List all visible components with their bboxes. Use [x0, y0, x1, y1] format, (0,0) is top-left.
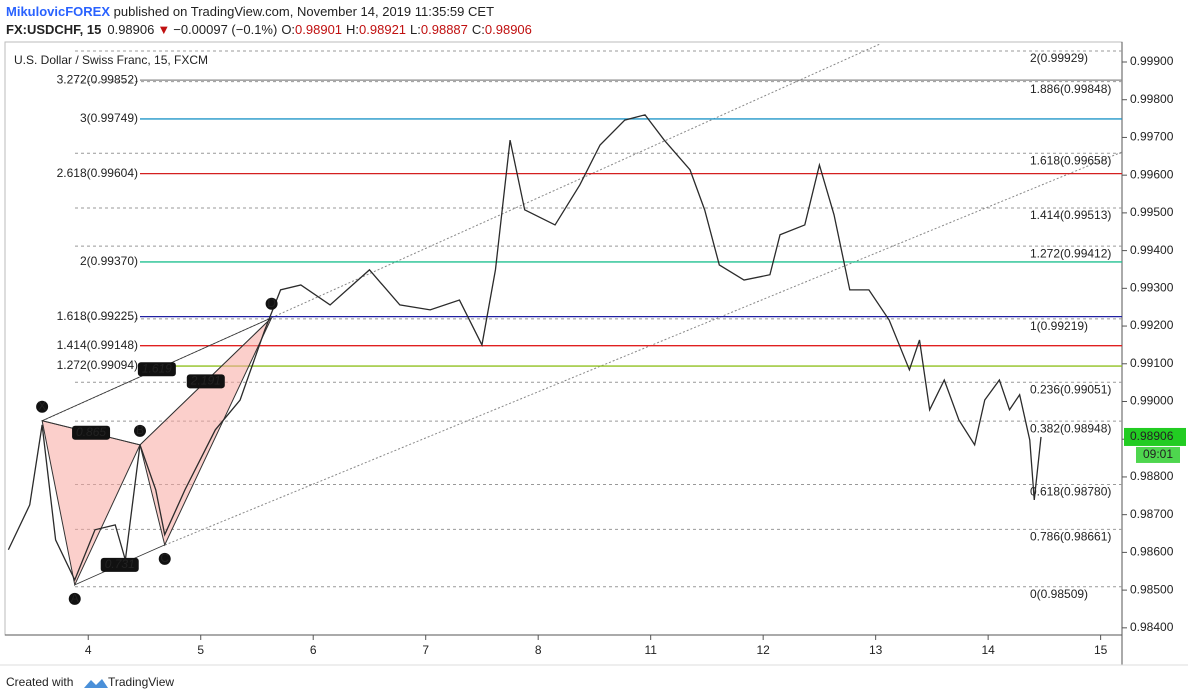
y-tick-label: 0.99100 — [1130, 356, 1174, 370]
fib-label: 1.414(0.99513) — [1030, 208, 1111, 222]
ratio-label: 2.191 — [190, 373, 221, 387]
ohlc-key: O: — [281, 22, 295, 37]
pattern-point — [265, 297, 278, 310]
price-badge — [1124, 427, 1186, 446]
fib-label: 1(0.99219) — [1030, 319, 1088, 333]
fib-label: 2(0.99929) — [1030, 51, 1088, 65]
header-line: MikulovicFOREX published on TradingView.… — [6, 4, 494, 19]
pattern-point — [36, 400, 49, 413]
ohlc-key: L: — [410, 22, 421, 37]
pattern-point — [68, 592, 81, 605]
footer-logo — [84, 679, 108, 688]
ohlc-key: C: — [472, 22, 485, 37]
fib-label: 0(0.98509) — [1030, 587, 1088, 601]
x-tick-label: 7 — [422, 643, 429, 657]
pattern-point — [158, 552, 171, 565]
fib-label: 3(0.99749) — [80, 111, 138, 125]
ratio-label: 0.731 — [105, 557, 135, 571]
ratio-badge — [72, 425, 111, 440]
fib-label: 2(0.99370) — [80, 254, 138, 268]
footer-brand: TradingView — [108, 675, 174, 689]
pattern-point-label: C — [160, 551, 169, 565]
fib-label: 0.786(0.98661) — [1030, 530, 1111, 544]
y-tick-label: 0.99700 — [1130, 130, 1174, 144]
ratio-badge — [186, 374, 225, 389]
fib-label: 0.382(0.98948) — [1030, 421, 1111, 435]
header: MikulovicFOREX published on TradingView.… — [6, 4, 532, 37]
x-tick-label: 4 — [85, 643, 92, 657]
x-tick-label: 6 — [310, 643, 317, 657]
published: published on TradingView.com, November 1… — [110, 4, 494, 19]
x-tick-label: 13 — [869, 643, 883, 657]
countdown: 09:01 — [1143, 447, 1173, 461]
y-tick-label: 0.98600 — [1130, 545, 1174, 559]
fib-label: 1.272(0.99412) — [1030, 246, 1111, 260]
author: MikulovicFOREX — [6, 4, 110, 19]
y-tick-label: 0.98800 — [1130, 469, 1174, 483]
y-tick-label: 0.99900 — [1130, 54, 1174, 68]
y-tick-label: 0.99000 — [1130, 394, 1174, 408]
pattern-point-label: X — [38, 399, 46, 413]
ohlc-key: H: — [346, 22, 359, 37]
fib-label: 3.272(0.99852) — [57, 72, 138, 86]
y-tick-label: 0.99500 — [1130, 205, 1174, 219]
ratio-badge — [137, 362, 176, 377]
pattern-point-label: A — [71, 591, 79, 605]
y-tick-label: 0.99200 — [1130, 318, 1174, 332]
ohlc-line: FX:USDCHF, 15 0.98906 ▼ −0.00097 (−0.1%) O:0… — [6, 22, 532, 37]
fib-label: 1.618(0.99225) — [57, 309, 138, 323]
ohlc-value: 0.98921 — [359, 22, 406, 37]
y-tick-label: 0.98500 — [1130, 582, 1174, 596]
ohlc-value: 0.98901 — [295, 22, 342, 37]
y-tick-label: 0.99300 — [1130, 281, 1174, 295]
x-tick-label: 11 — [644, 643, 657, 657]
ratio-label: 1.619 — [142, 361, 172, 375]
x-tick-label: 5 — [197, 643, 204, 657]
countdown-badge — [1136, 446, 1180, 463]
pattern-point-label: B — [136, 423, 144, 437]
ratio-badge — [100, 557, 139, 572]
y-tick-label: 0.99400 — [1130, 243, 1174, 257]
ohlc-value: 0.98906 — [485, 22, 532, 37]
arrow: ▼ — [157, 22, 170, 37]
fib-label: 1.886(0.99848) — [1030, 82, 1111, 96]
fib-label: 0.618(0.98780) — [1030, 485, 1111, 499]
fib-label: 2.618(0.99604) — [57, 166, 138, 180]
ratio-label: 0.865 — [76, 425, 106, 439]
pattern-point — [133, 424, 146, 437]
fib-label: 0.236(0.99051) — [1030, 382, 1111, 396]
channel-line — [164, 151, 1123, 546]
y-tick-label: 0.99600 — [1130, 167, 1174, 181]
ohlc-value: 0.98887 — [421, 22, 468, 37]
y-tick-label: 0.98400 — [1130, 620, 1174, 634]
fib-label: 1.272(0.99094) — [57, 358, 138, 372]
pattern-point-label: D — [267, 296, 276, 310]
x-tick-label: 14 — [981, 643, 995, 657]
last: 0.98906 — [107, 22, 154, 37]
y-tick-label: 0.98700 — [1130, 507, 1174, 521]
legend: U.S. Dollar / Swiss Franc, 15, FXCM — [14, 53, 208, 67]
x-tick-label: 15 — [1094, 643, 1108, 657]
change: −0.00097 (−0.1%) — [173, 22, 277, 37]
y-tick-label: 0.99800 — [1130, 92, 1174, 106]
price-line — [7, 114, 1042, 582]
x-tick-label: 12 — [756, 643, 770, 657]
footer-text: Created with — [6, 675, 73, 689]
x-tick-label: 8 — [535, 643, 542, 657]
fib-label: 1.618(0.99658) — [1030, 153, 1111, 167]
fib-label: 1.414(0.99148) — [57, 338, 138, 352]
symbol: FX:USDCHF, 15 — [6, 22, 101, 37]
price-badge-label: 0.98906 — [1130, 429, 1174, 443]
